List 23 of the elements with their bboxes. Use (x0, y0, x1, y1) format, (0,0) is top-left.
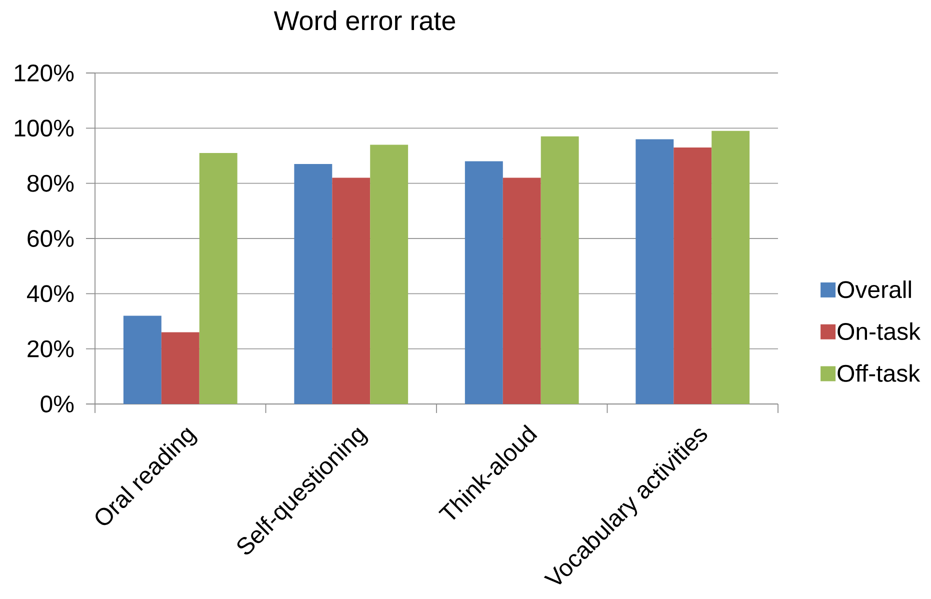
y-tick-label: 20% (28, 340, 74, 358)
bar (464, 161, 503, 404)
y-tick-label: 100% (14, 120, 74, 137)
bar (332, 178, 370, 404)
legend-label: Overall (838, 280, 911, 298)
y-tick-label: 80% (27, 174, 74, 192)
y-tick-label: 40% (26, 285, 74, 302)
bar (199, 152, 238, 404)
y-tick-label: 60% (28, 230, 74, 247)
chart-title: Word error rate (274, 10, 456, 30)
legend-label: On-task (838, 322, 921, 340)
bar (674, 147, 712, 404)
bar (123, 316, 162, 404)
bar (540, 136, 579, 404)
bar (712, 130, 750, 404)
y-tick-label: 0% (40, 396, 74, 412)
bar (502, 178, 541, 404)
bar (636, 139, 674, 404)
bar (294, 164, 332, 404)
bar (161, 332, 200, 404)
y-tick-label: 120% (14, 64, 74, 82)
bar (370, 144, 408, 404)
legend-label: Off-task (838, 364, 920, 382)
